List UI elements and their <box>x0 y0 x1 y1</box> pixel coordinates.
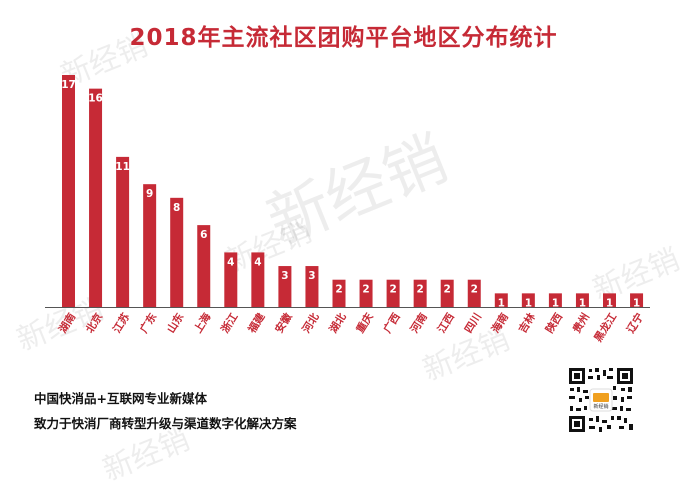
bar <box>575 293 589 307</box>
category-tick-label: 湖北 <box>327 310 349 335</box>
bar-value-label: 1 <box>552 297 559 309</box>
bar-value-label: 1 <box>606 297 613 309</box>
bar-value-label: 2 <box>389 284 396 296</box>
bar-value-label: 1 <box>525 297 532 309</box>
category-tick-label: 广西 <box>381 310 403 335</box>
category-tick-label: 海南 <box>489 310 511 335</box>
bar-value-label: 2 <box>335 284 342 296</box>
bar <box>521 293 535 307</box>
category-tick-label: 浙江 <box>218 310 240 335</box>
category-tick-label: 四川 <box>463 311 484 335</box>
bar <box>630 293 644 307</box>
category-tick-label: 广东 <box>137 310 159 335</box>
bar-value-label: 8 <box>173 202 180 214</box>
category-tick-label: 河南 <box>408 310 430 335</box>
bar <box>62 75 75 307</box>
bar-value-label: 11 <box>115 161 130 173</box>
bar <box>386 279 400 307</box>
bar-value-label: 2 <box>471 284 478 296</box>
bar-value-label: 1 <box>498 297 505 309</box>
category-tick-label: 黑龙江 <box>591 310 619 344</box>
category-tick-label: 上海 <box>191 310 213 335</box>
bar <box>440 279 454 307</box>
bar <box>143 184 157 307</box>
bar-value-label: 4 <box>254 256 261 268</box>
bar-value-label: 1 <box>633 297 640 309</box>
qr-center-label: 新经销 <box>593 403 608 410</box>
bar <box>278 266 292 307</box>
category-tick-label: 重庆 <box>354 310 376 335</box>
bar-value-label: 2 <box>362 284 369 296</box>
bar-value-label: 3 <box>281 270 288 282</box>
bar-chart: 17湖南16北京11江苏9广东8山东6上海4浙江4福建3安徽3河北2湖北2重庆2… <box>45 75 650 344</box>
category-tick-label: 福建 <box>245 310 268 336</box>
category-tick-label: 吉林 <box>516 310 538 335</box>
category-tick-label: 江西 <box>435 310 457 335</box>
bar <box>89 88 103 307</box>
bar-value-label: 3 <box>308 270 315 282</box>
category-tick-label: 辽宁 <box>624 311 646 336</box>
bar <box>224 252 238 307</box>
category-tick-label: 河北 <box>299 310 321 335</box>
footer-line-1: 中国快消品+互联网专业新媒体 <box>34 391 207 406</box>
category-tick-label: 江苏 <box>110 310 132 335</box>
category-tick-label: 贵州 <box>570 311 592 336</box>
bar-value-label: 9 <box>146 188 153 200</box>
bar <box>548 293 562 307</box>
bar-value-label: 4 <box>227 256 234 268</box>
category-tick-label: 陕西 <box>543 310 565 335</box>
bar <box>170 197 184 307</box>
category-tick-label: 安徽 <box>272 310 294 335</box>
bar <box>413 279 427 307</box>
bar <box>116 156 130 307</box>
bar <box>603 293 616 307</box>
bar <box>332 279 346 307</box>
footer-line-2: 致力于快消厂商转型升级与渠道数字化解决方案 <box>34 416 297 431</box>
bar-value-label: 2 <box>444 284 451 296</box>
bar <box>197 225 211 307</box>
qr-code: 新经销 <box>567 366 635 434</box>
category-tick-label: 山东 <box>164 310 186 335</box>
chart-title: 2018年主流社区团购平台地区分布统计 <box>129 25 558 51</box>
bar-value-label: 16 <box>88 93 103 105</box>
bar-value-label: 1 <box>579 297 586 309</box>
bar <box>359 279 373 307</box>
bar-value-label: 2 <box>416 284 423 296</box>
bar <box>305 266 319 307</box>
bar-value-label: 17 <box>61 79 76 91</box>
bar-value-label: 6 <box>200 229 207 241</box>
category-tick-label: 湖南 <box>56 310 78 335</box>
bar <box>251 252 265 307</box>
bar <box>494 293 508 307</box>
bar <box>467 279 481 307</box>
category-tick-label: 北京 <box>83 310 105 335</box>
